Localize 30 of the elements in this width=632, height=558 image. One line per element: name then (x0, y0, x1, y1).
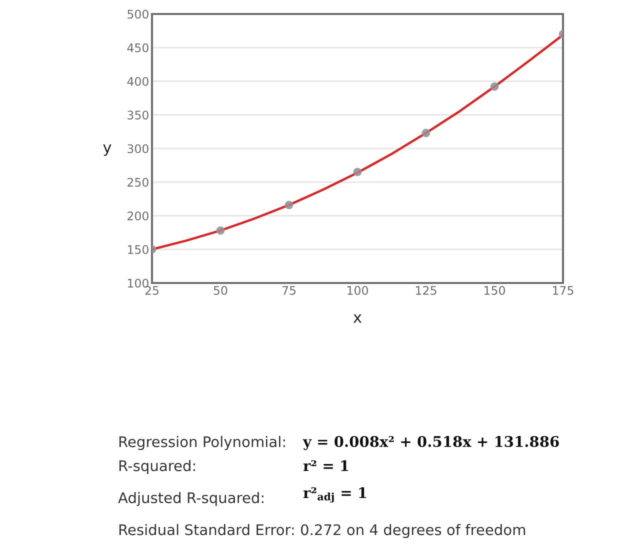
point (216, 226, 225, 235)
x-tick-label: 25 (145, 286, 158, 295)
x-tick-label: 50 (214, 286, 228, 295)
point (422, 128, 430, 138)
y-tick-label: 200 (128, 211, 148, 220)
x-axis-title: x (353, 314, 362, 323)
text: Residual Standard Error: 0.272 on 4 degrees of freedom (119, 524, 526, 538)
x-tick-label: 150 (484, 286, 505, 295)
y-tick-label: 450 (127, 43, 148, 52)
text: Adjusted R-squared: (118, 492, 264, 506)
point (490, 82, 499, 91)
x-tick-label: 175 (553, 286, 574, 295)
point (284, 200, 294, 210)
text: r² = 1 (303, 460, 348, 472)
y-tick-label: 150 (128, 245, 148, 254)
x-tick-label: 125 (416, 286, 436, 295)
text: Regression Polynomial: (119, 436, 285, 450)
y-tick-label: 400 (127, 76, 148, 86)
text: y = 0.008x² + 0.518x + 131.886 (302, 436, 559, 450)
point (353, 168, 362, 176)
x-tick-label: 75 (282, 286, 296, 295)
text: r²$_{adj}$ = 1 (303, 487, 366, 503)
text: R-squared: (119, 460, 195, 474)
y-tick-label: 250 (128, 178, 148, 187)
x-tick-label: 100 (348, 286, 368, 295)
y-tick-label: 500 (128, 10, 148, 19)
y-tick-label: 350 (128, 110, 148, 120)
y-axis-title: y (103, 144, 112, 156)
y-tick-label: 300 (128, 144, 148, 154)
y-tick-label: 100 (128, 278, 148, 288)
